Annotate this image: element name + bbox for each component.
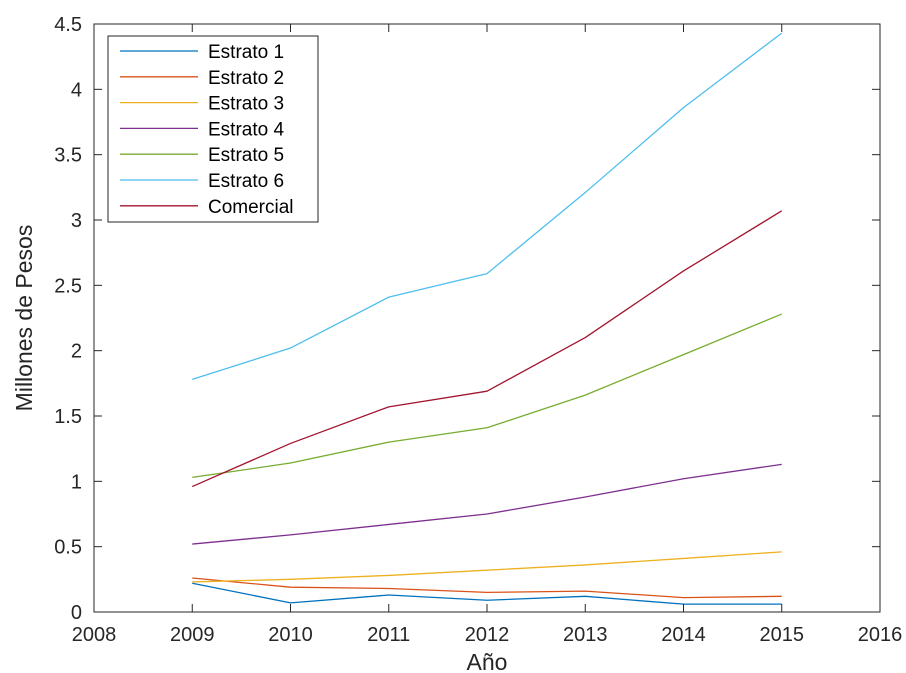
x-tick-label: 2009 — [170, 624, 215, 646]
y-axis-title: Millones de Pesos — [11, 225, 37, 412]
x-tick-label: 2016 — [858, 624, 903, 646]
y-tick-label: 3.5 — [54, 145, 82, 167]
legend-label: Estrato 2 — [208, 68, 284, 89]
y-tick-label: 2 — [71, 341, 82, 363]
legend-label: Estrato 5 — [208, 145, 284, 166]
y-tick-label: 4.5 — [54, 14, 82, 36]
legend: Estrato 1 Estrato 2 Estrato 3 Estrato 4 Estr… — [107, 35, 319, 223]
y-tick-label: 1 — [71, 471, 82, 493]
legend-label: Estrato 4 — [208, 119, 284, 140]
x-tick-label: 2008 — [72, 624, 117, 646]
x-tick-label: 2014 — [661, 624, 706, 646]
series-line-estrato-4 — [192, 463, 782, 545]
x-axis-title: Año — [467, 649, 508, 673]
y-tick-label: 0.5 — [54, 537, 82, 559]
series-line-estrato-6 — [192, 32, 783, 381]
y-tick-label: 1.5 — [54, 406, 82, 428]
x-tick-label: 2011 — [367, 624, 410, 646]
x-tick-label: 2013 — [563, 624, 608, 646]
x-tick-label: 2010 — [268, 624, 313, 646]
y-tick-label: 0 — [71, 602, 82, 624]
plot-layer — [191, 32, 783, 605]
legend-label: Estrato 1 — [208, 42, 284, 63]
legend-label: Estrato 6 — [208, 171, 284, 192]
y-tick-label: 2.5 — [54, 275, 82, 297]
series-line-comercial — [191, 210, 783, 488]
x-tick-label: 2012 — [465, 624, 510, 646]
axis-layer: 2008 2009 2010 2011 2012 2013 2014 2015 2016 0 0.5… — [54, 14, 902, 646]
series-line-estrato-3 — [192, 551, 782, 583]
y-tick-label: 3 — [71, 210, 82, 232]
x-tick-label: 2015 — [760, 624, 805, 646]
y-tick-label: 4 — [71, 79, 82, 101]
series-line-estrato-5 — [192, 313, 782, 479]
series-line-estrato-2 — [192, 577, 782, 599]
legend-label: Estrato 3 — [208, 94, 284, 115]
legend-label: Comercial — [208, 197, 294, 218]
